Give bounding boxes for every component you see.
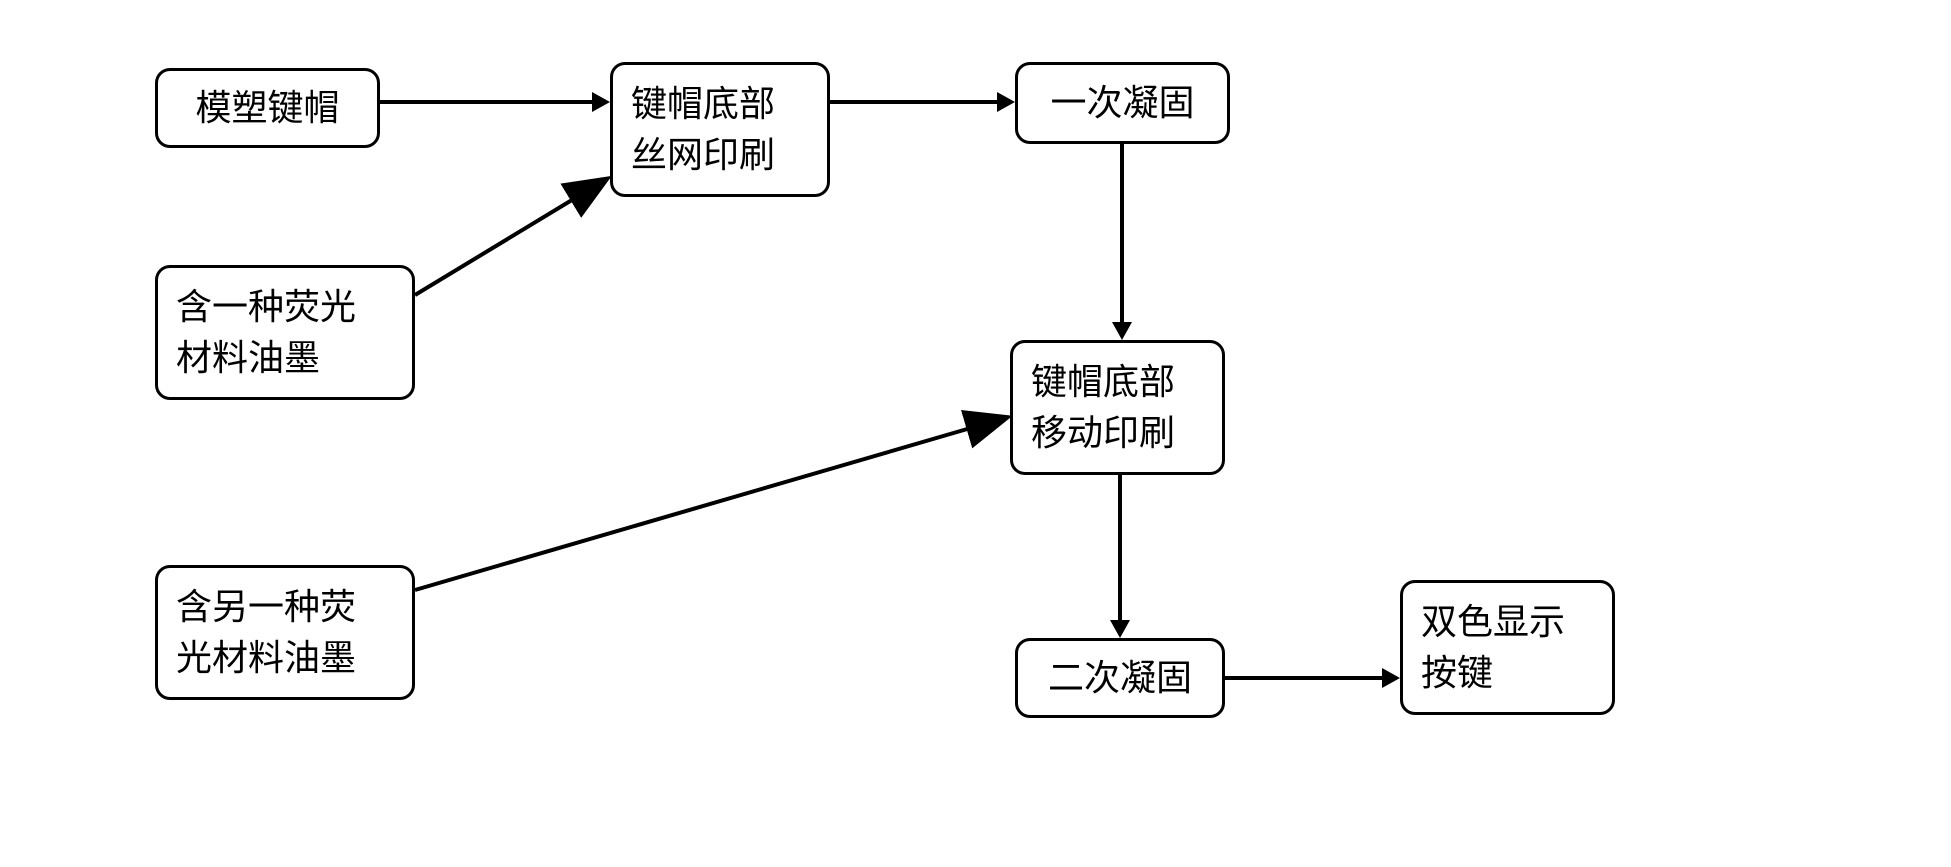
arrow-n6-n5 [0,0,1951,867]
